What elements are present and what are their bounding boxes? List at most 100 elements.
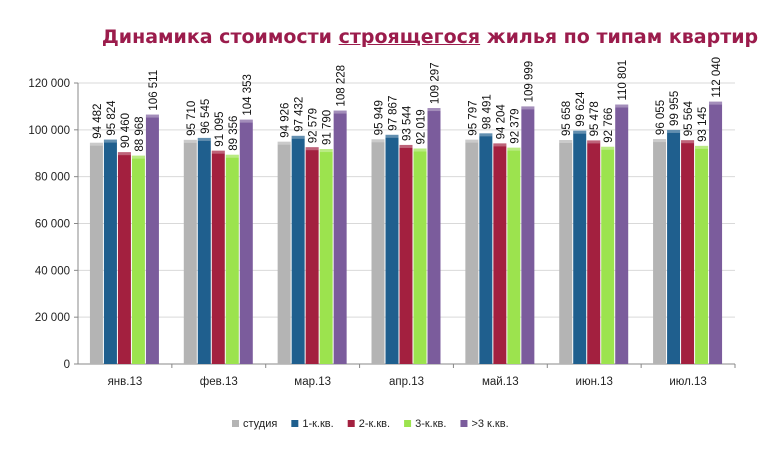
legend-swatch bbox=[460, 420, 468, 427]
y-tick-label: 80 000 bbox=[35, 172, 70, 184]
title-part-underlined: строящегося bbox=[338, 26, 481, 48]
data-label: 106 511 bbox=[148, 70, 160, 111]
data-label: 104 353 bbox=[242, 74, 254, 116]
bar bbox=[197, 137, 211, 364]
bar bbox=[573, 130, 587, 364]
bar bbox=[427, 108, 441, 364]
bar bbox=[319, 149, 333, 364]
bar bbox=[305, 147, 319, 364]
bar bbox=[695, 145, 709, 364]
y-tick-label: 20 000 bbox=[35, 312, 70, 324]
data-label: 91 095 bbox=[214, 111, 226, 146]
bar-highlight bbox=[117, 152, 131, 156]
bar bbox=[493, 143, 507, 364]
bar bbox=[225, 154, 239, 364]
legend-swatch bbox=[404, 420, 412, 427]
title-part: Динамика стоимости bbox=[101, 26, 339, 48]
data-label: 99 955 bbox=[669, 91, 681, 126]
bar-highlight bbox=[479, 133, 493, 137]
bar-highlight bbox=[493, 143, 507, 147]
bar-highlight bbox=[89, 142, 103, 146]
bar-highlight bbox=[601, 146, 615, 150]
data-label: 97 867 bbox=[388, 96, 400, 131]
x-tick-label: апр.13 bbox=[389, 376, 424, 388]
bar bbox=[653, 139, 667, 364]
x-tick-label: май.13 bbox=[482, 376, 519, 388]
bar-highlight bbox=[413, 148, 427, 152]
bar bbox=[277, 141, 291, 364]
bar-highlight bbox=[681, 140, 695, 144]
legend-label: 1-к.кв. bbox=[302, 418, 333, 430]
legend-label: студия bbox=[243, 418, 277, 430]
legend-label: 3-к.кв. bbox=[415, 418, 446, 430]
data-label: 93 544 bbox=[402, 105, 414, 141]
chart-title: Динамика стоимости строящегося жилья по … bbox=[0, 26, 770, 48]
bar-highlight bbox=[615, 104, 629, 108]
data-label: 96 055 bbox=[655, 100, 667, 135]
bar bbox=[601, 146, 615, 364]
data-label: 98 491 bbox=[481, 94, 493, 129]
data-label: 94 204 bbox=[495, 104, 507, 140]
bar bbox=[709, 101, 723, 365]
x-tick-label: июн.13 bbox=[576, 376, 613, 388]
data-label: 99 624 bbox=[575, 91, 587, 127]
bar bbox=[615, 104, 629, 365]
bar-highlight bbox=[667, 129, 681, 133]
data-label: 94 926 bbox=[280, 103, 292, 138]
legend-swatch bbox=[232, 420, 239, 427]
data-label: 95 658 bbox=[561, 101, 573, 136]
data-label: 92 379 bbox=[509, 108, 521, 143]
bar-highlight bbox=[239, 119, 253, 123]
x-tick-label: янв.13 bbox=[108, 376, 143, 388]
bar-highlight bbox=[131, 155, 145, 159]
bar-highlight bbox=[507, 147, 521, 151]
bar bbox=[559, 140, 573, 364]
data-label: 92 019 bbox=[416, 109, 428, 144]
data-label: 93 145 bbox=[697, 107, 709, 142]
data-label: 91 790 bbox=[322, 110, 334, 145]
bar-highlight bbox=[559, 140, 573, 144]
bar bbox=[145, 114, 159, 365]
data-label: 95 478 bbox=[589, 101, 601, 136]
bar bbox=[291, 135, 305, 364]
bar-highlight bbox=[333, 110, 347, 114]
data-label: 89 356 bbox=[228, 116, 240, 151]
data-label: 108 228 bbox=[336, 65, 348, 107]
bar-highlight bbox=[277, 141, 291, 145]
data-label: 90 460 bbox=[120, 113, 132, 148]
data-label: 109 297 bbox=[430, 62, 442, 104]
bar-highlight bbox=[183, 139, 197, 143]
y-tick-label: 120 000 bbox=[28, 78, 70, 90]
bar bbox=[89, 142, 103, 364]
data-label: 112 040 bbox=[711, 57, 723, 98]
bar bbox=[183, 139, 197, 364]
bar-highlight bbox=[653, 139, 667, 143]
bar bbox=[103, 139, 117, 364]
bar-highlight bbox=[465, 139, 479, 143]
bar-highlight bbox=[103, 139, 117, 143]
data-label: 95 797 bbox=[467, 100, 479, 135]
bar bbox=[117, 152, 131, 364]
legend-swatch bbox=[291, 420, 299, 427]
legend-label: 2-к.кв. bbox=[359, 418, 390, 430]
bar-highlight bbox=[573, 130, 587, 134]
bar bbox=[587, 140, 601, 364]
data-label: 92 579 bbox=[308, 108, 320, 143]
data-label: 95 824 bbox=[106, 100, 118, 136]
bar-highlight bbox=[521, 106, 535, 110]
bar-highlight bbox=[197, 137, 211, 141]
x-tick-label: июл.13 bbox=[669, 376, 707, 388]
bar bbox=[521, 106, 535, 364]
bar-highlight bbox=[695, 145, 709, 149]
data-label: 96 545 bbox=[200, 99, 212, 134]
bar-highlight bbox=[305, 147, 319, 151]
bar bbox=[211, 150, 225, 364]
data-label: 92 766 bbox=[603, 108, 615, 143]
bar-highlight bbox=[385, 134, 399, 138]
y-tick-label: 0 bbox=[64, 359, 70, 371]
bar-highlight bbox=[145, 114, 159, 118]
bar bbox=[371, 139, 385, 364]
bar bbox=[385, 134, 399, 364]
data-label: 95 949 bbox=[374, 100, 386, 135]
